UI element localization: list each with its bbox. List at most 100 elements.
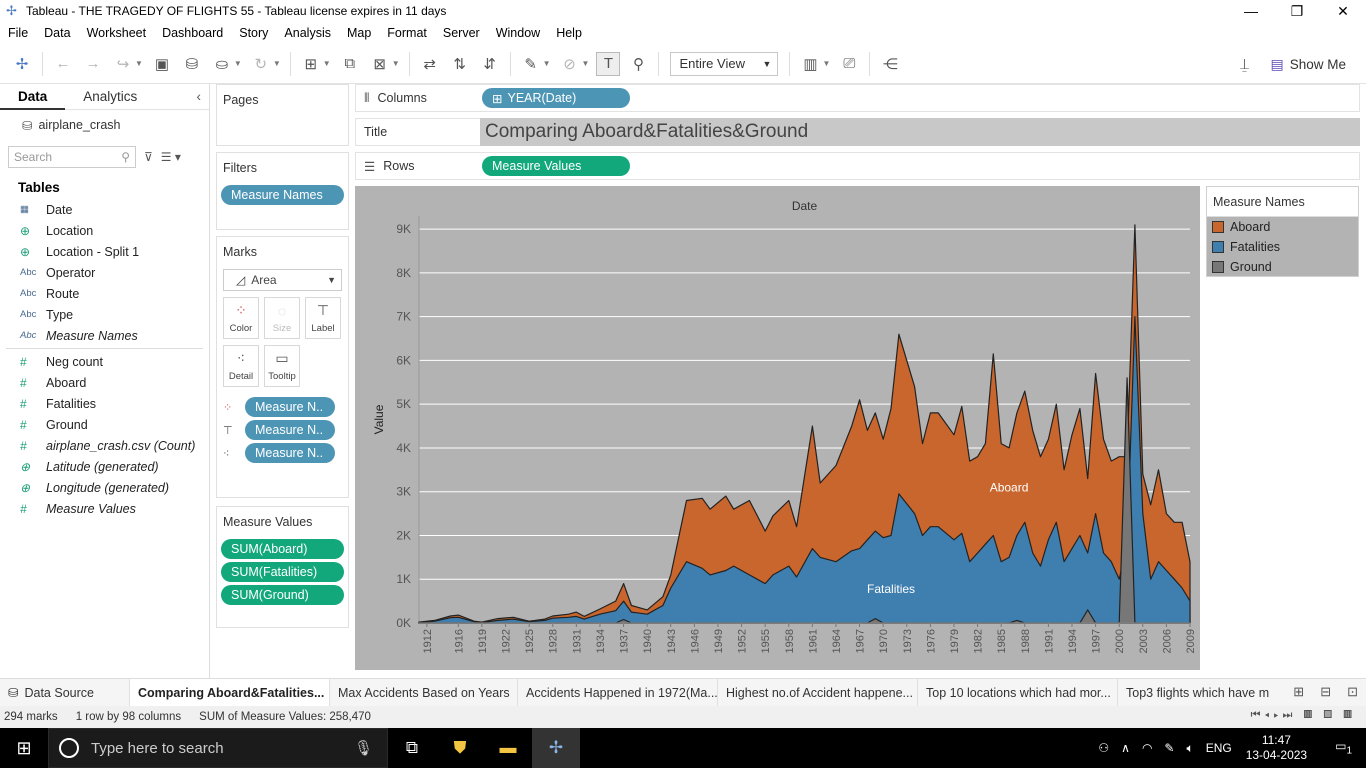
ask-data-icon[interactable]: ⍊ <box>1239 55 1249 73</box>
field-item[interactable]: ⊕ Location <box>0 220 209 241</box>
measure-value-pill-fatalities[interactable]: SUM(Fatalities) <box>221 562 344 582</box>
field-item[interactable]: ▦ Date <box>0 199 209 220</box>
pages-card[interactable]: Pages <box>216 84 349 146</box>
duplicate-sheet-icon[interactable]: ⧉ <box>344 55 356 72</box>
legend-item-aboard[interactable]: Aboard <box>1207 217 1358 237</box>
legend-item-fatalities[interactable]: Fatalities <box>1207 237 1358 257</box>
measure-value-pill-aboard[interactable]: SUM(Aboard) <box>221 539 344 559</box>
menu-format[interactable]: Format <box>387 26 427 40</box>
show-cards-icon[interactable]: ▥ <box>803 55 818 73</box>
filters-card[interactable]: Filters Measure Names <box>216 152 349 230</box>
network-icon[interactable]: ◠ <box>1141 741 1153 755</box>
sort-ascending-icon[interactable]: ⇅ <box>453 55 466 73</box>
filter-icon[interactable]: ⊽ <box>144 150 153 164</box>
field-item[interactable]: # airplane_crash.csv (Count) <box>0 435 209 456</box>
menu-data[interactable]: Data <box>44 26 71 40</box>
detail-button[interactable]: ⁖ Detail <box>223 345 259 387</box>
new-datasource-icon[interactable]: ⛁ <box>185 55 199 73</box>
mark-pill-label[interactable]: Measure N.. <box>245 420 335 440</box>
clear-sheet-icon[interactable]: ⊠ <box>373 55 386 73</box>
chart-area[interactable]: Date Value 0K 1K 2K 3K 4K 5K 6K 7K 8K 9K Aboard Fatal… <box>355 186 1200 670</box>
notifications-icon[interactable]: ▭1 <box>1335 739 1352 757</box>
refresh-icon[interactable]: ↻ <box>254 55 268 73</box>
group-members-icon[interactable]: ⊘ <box>563 55 576 73</box>
size-button[interactable]: ◌ Size <box>264 297 300 339</box>
task-view-icon[interactable]: ⧉ <box>405 738 419 757</box>
restore-button[interactable]: ❐ <box>1290 2 1304 19</box>
field-item[interactable]: # Ground <box>0 414 209 435</box>
close-button[interactable]: ✕ <box>1337 2 1349 19</box>
field-item[interactable]: Abc Operator <box>0 262 209 283</box>
rows-shelf[interactable]: ☰ Rows Measure Values <box>355 152 1360 180</box>
redo-icon[interactable]: → <box>85 55 101 72</box>
tableau-taskbar-icon[interactable]: ✢ <box>532 728 580 768</box>
field-item[interactable]: ⊕ Latitude (generated) <box>0 456 209 477</box>
microphone-icon[interactable]: 🎙︎ <box>353 740 373 757</box>
datasource-item[interactable]: ⛁ airplane_crash <box>0 110 209 140</box>
columns-pill-year-date[interactable]: ⊞ YEAR(Date) <box>482 88 630 108</box>
worksheet-title[interactable]: Comparing Aboard&Fatalities&Ground <box>480 118 1360 146</box>
sort-descending-icon[interactable]: ⇵ <box>483 55 496 73</box>
tab-data[interactable]: Data <box>0 84 66 110</box>
replay-icon[interactable]: ↪ <box>116 55 130 73</box>
field-item[interactable]: # Aboard <box>0 372 209 393</box>
new-worksheet-icon[interactable]: ⊞ <box>1293 684 1305 699</box>
highlight-icon[interactable]: ✎ <box>524 55 537 73</box>
field-item[interactable]: Abc Measure Names <box>0 325 209 346</box>
field-item[interactable]: # Neg count <box>0 351 209 372</box>
area-chart[interactable]: Date Value 0K 1K 2K 3K 4K 5K 6K 7K 8K 9K Aboard Fatal… <box>355 186 1200 670</box>
menu-analysis[interactable]: Analysis <box>284 26 331 40</box>
swap-rows-columns-icon[interactable]: ⇄ <box>423 55 436 73</box>
rows-pill-measure-values[interactable]: Measure Values <box>482 156 630 176</box>
menu-window[interactable]: Window <box>495 26 541 40</box>
label-button[interactable]: ⊤ Label <box>305 297 341 339</box>
file-explorer-icon[interactable]: ▬ <box>499 738 517 757</box>
store-icon[interactable]: ⛊ <box>453 738 467 757</box>
new-story-icon[interactable]: ⊡ <box>1347 684 1358 699</box>
volume-icon[interactable]: 🔈︎ <box>1186 740 1194 755</box>
menu-file[interactable]: File <box>8 26 29 40</box>
minimize-button[interactable]: — <box>1244 3 1258 19</box>
sheet-tab[interactable]: Top 10 locations which had mor... <box>918 678 1118 707</box>
menu-help[interactable]: Help <box>556 26 582 40</box>
filter-pill-measure-names[interactable]: Measure Names <box>221 185 344 205</box>
menu-dashboard[interactable]: Dashboard <box>162 26 224 40</box>
sheet-tab[interactable]: Max Accidents Based on Years <box>330 678 518 707</box>
tab-data-source[interactable]: ⛁ Data Source <box>0 678 130 707</box>
fit-view-select[interactable]: Entire View ▼ <box>670 51 779 76</box>
field-item[interactable]: # Measure Values <box>0 498 209 519</box>
share-icon[interactable]: ⋲ <box>882 55 898 73</box>
language-indicator[interactable]: ENG <box>1205 741 1232 755</box>
field-item[interactable]: Abc Type <box>0 304 209 325</box>
pen-icon[interactable]: ✎ <box>1164 741 1175 755</box>
measure-value-pill-ground[interactable]: SUM(Ground) <box>221 585 344 605</box>
menu-map[interactable]: Map <box>346 26 372 40</box>
tab-analytics[interactable]: Analytics <box>83 88 138 104</box>
sheet-tab[interactable]: Accidents Happened in 1972(Ma... <box>518 678 718 707</box>
sheet-nav-controls[interactable]: ⏮◂▸⏭ ▦ ▤ ▦ <box>1250 709 1356 721</box>
columns-shelf[interactable]: ⦀ Columns ⊞ YEAR(Date) <box>355 84 1360 112</box>
view-options-icon[interactable]: ☰ ▾ <box>160 150 181 164</box>
pause-updates-icon[interactable]: ⛀ <box>215 55 229 73</box>
undo-icon[interactable]: ← <box>55 55 71 72</box>
sheet-tab[interactable]: Highest no.of Accident happene... <box>718 678 918 707</box>
tooltip-button[interactable]: ▭ Tooltip <box>264 345 300 387</box>
show-hidden-icons[interactable]: ∧ <box>1121 741 1130 755</box>
taskbar-search-input[interactable]: Type here to search 🎙︎ <box>48 728 388 768</box>
color-button[interactable]: ⁘ Color <box>223 297 259 339</box>
mark-type-select[interactable]: ◿ Area ▼ <box>223 269 342 291</box>
field-item[interactable]: ⊕ Longitude (generated) <box>0 477 209 498</box>
color-legend[interactable]: Measure Names Aboard Fatalities Ground <box>1206 186 1359 277</box>
presentation-mode-icon[interactable]: ⎚ <box>843 55 856 72</box>
clock[interactable]: 11:47 13-04-2023 <box>1246 733 1307 763</box>
field-item[interactable]: ⊕ Location - Split 1 <box>0 241 209 262</box>
tableau-home-icon[interactable]: ✢ <box>15 55 29 73</box>
fix-axes-icon[interactable]: ⚲ <box>632 55 644 73</box>
show-me-button[interactable]: ⍊ ▤ Show Me <box>1229 52 1346 76</box>
new-worksheet-icon[interactable]: ⊞ <box>304 55 318 73</box>
new-dashboard-icon[interactable]: ⊟ <box>1320 684 1332 699</box>
menu-server[interactable]: Server <box>442 26 480 40</box>
field-item[interactable]: Abc Route <box>0 283 209 304</box>
mark-pill-detail[interactable]: Measure N.. <box>245 443 335 463</box>
field-item[interactable]: # Fatalities <box>0 393 209 414</box>
